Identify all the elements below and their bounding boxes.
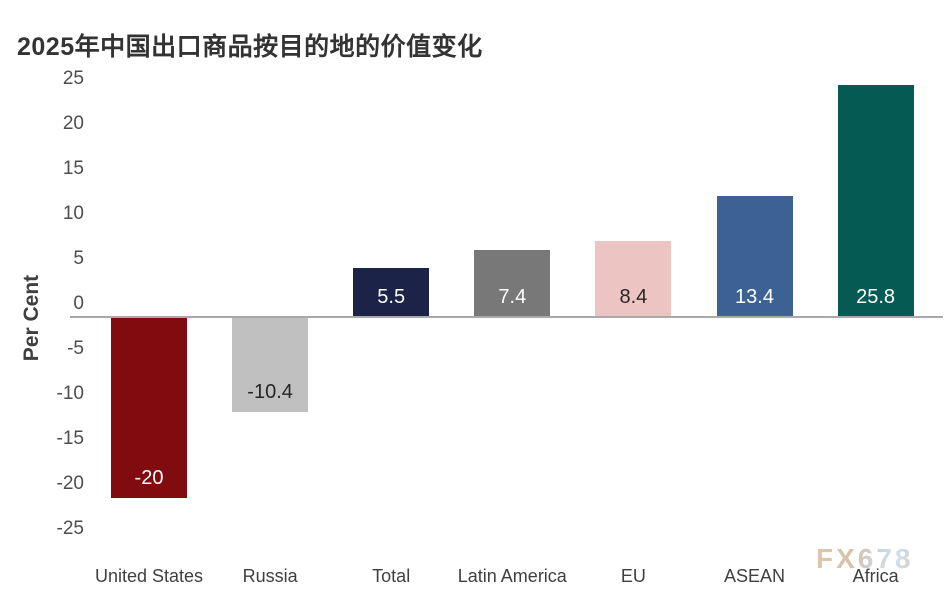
x-tick-label-asean: ASEAN (723, 566, 786, 586)
bar-asean: 13.4 (716, 196, 793, 317)
y-tick-label: 25 (62, 68, 84, 89)
y-tick-label: 20 (62, 113, 84, 134)
bar-value-label: -20 (134, 467, 164, 489)
y-tick-label: -10 (56, 383, 84, 404)
y-tick-label: 10 (62, 203, 84, 224)
chart-title: 2025年中国出口商品按目的地的价值变化 (17, 33, 483, 61)
x-axis-baseline (70, 316, 943, 318)
y-tick-label: 5 (73, 248, 84, 269)
bar-value-label: 5.5 (377, 286, 406, 308)
x-tick-label-latin-america: Latin America (457, 566, 567, 586)
y-tick-label: -25 (56, 518, 84, 539)
x-tick-label-total: Total (372, 566, 411, 586)
bar-value-label: 7.4 (498, 285, 527, 308)
y-tick-label: 15 (62, 158, 84, 179)
y-tick-label: -5 (67, 338, 84, 359)
bar-latin-america: 7.4 (474, 250, 551, 317)
x-tick-label-eu: EU (620, 566, 646, 586)
watermark: FX678 (816, 543, 914, 574)
bar-value-label: -10.4 (247, 380, 293, 403)
bar-united-states: -20 (111, 318, 187, 498)
y-tick-label: -15 (56, 428, 84, 449)
y-axis-label: Per Cent (20, 274, 43, 362)
bar-value-label: 25.8 (856, 285, 896, 308)
y-tick-label: -20 (56, 473, 84, 494)
bar-africa: 25.8 (837, 84, 914, 317)
bar-value-label: 8.4 (619, 285, 648, 308)
bar-total: 5.5 (353, 267, 430, 317)
x-tick-label-africa: Africa (852, 566, 899, 586)
x-tick-label-russia: Russia (242, 566, 298, 586)
x-tick-label-united-states: United States (94, 566, 204, 586)
bar-eu: 8.4 (595, 241, 672, 317)
bar-russia: -10.4 (232, 318, 309, 412)
y-tick-label: 0 (73, 293, 84, 314)
bar-value-label: 13.4 (735, 285, 774, 308)
